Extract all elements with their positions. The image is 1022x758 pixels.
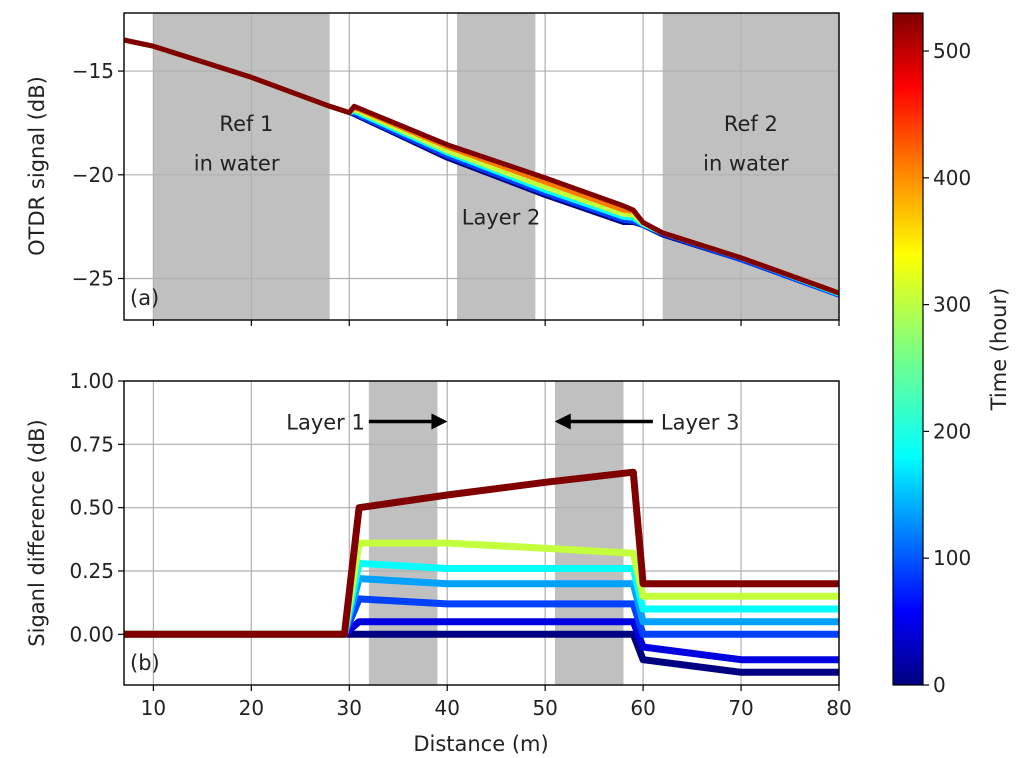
panel-b-annotations: Layer 1 Layer 3 bbox=[286, 411, 739, 435]
y-tick-label: 0.25 bbox=[69, 559, 114, 583]
y-tick-label: −20 bbox=[72, 163, 114, 187]
colorbar-tick-label: 0 bbox=[933, 673, 946, 697]
y-tick-label: 1.00 bbox=[69, 369, 114, 393]
annotation-arrow-head bbox=[431, 413, 448, 430]
x-tick-label: 60 bbox=[630, 696, 655, 720]
panel-b-series bbox=[124, 468, 839, 676]
x-tick-label: 10 bbox=[141, 696, 166, 720]
y-tick-label: 0.50 bbox=[69, 496, 114, 520]
x-axis-label: Distance (m) bbox=[413, 732, 548, 756]
panel-a-y-axis-label: OTDR signal (dB) bbox=[25, 76, 49, 256]
panel-b-x-ticks: 10 20 30 40 50 60 70 80 bbox=[141, 685, 852, 720]
annotation-label: Ref 1 bbox=[219, 112, 273, 136]
annotation-label: Layer 2 bbox=[462, 205, 541, 229]
annotation-label: in water bbox=[194, 151, 280, 175]
shaded-region-3 bbox=[662, 13, 839, 320]
annotation-label: Ref 2 bbox=[724, 112, 778, 136]
colorbar-ticks: 0 100 200 300 400 500 bbox=[923, 39, 971, 697]
y-tick-label: −25 bbox=[72, 267, 114, 291]
x-tick-label: 80 bbox=[826, 696, 851, 720]
colorbar-tick-label: 300 bbox=[933, 293, 971, 317]
annotation-label: in water bbox=[703, 151, 789, 175]
panel-a-tag: (a) bbox=[130, 286, 159, 310]
series-line-t50 bbox=[124, 618, 839, 664]
panel-a-frame bbox=[123, 12, 840, 321]
colorbar-label: Time (hour) bbox=[987, 288, 1011, 412]
panel-a-y-ticks: −25 −20 −15 bbox=[72, 59, 124, 291]
panel-b-y-axis-label: Siganl difference (dB) bbox=[25, 419, 49, 646]
colorbar: 0 100 200 300 400 500 Time (hour) bbox=[892, 12, 1011, 697]
panel-b-signal-difference: Layer 1 Layer 3 (b) 10 20 30 40 50 60 70 80 0.00… bbox=[25, 369, 852, 756]
series-line-t100 bbox=[124, 595, 839, 638]
panel-a-series bbox=[124, 37, 839, 298]
series-line-t530 bbox=[124, 37, 839, 296]
x-tick-label: 50 bbox=[532, 696, 557, 720]
colorbar-bar bbox=[892, 12, 924, 686]
y-tick-label: 0.00 bbox=[69, 622, 114, 646]
series-line-t0 bbox=[124, 630, 839, 676]
shaded-region-1 bbox=[368, 381, 438, 685]
y-tick-label: 0.75 bbox=[69, 432, 114, 456]
series-line-t530 bbox=[124, 468, 839, 638]
panel-b-frame bbox=[123, 380, 840, 686]
panel-b-y-ticks: 0.00 0.25 0.50 0.75 1.00 bbox=[69, 369, 124, 646]
x-tick-label: 20 bbox=[239, 696, 264, 720]
colorbar-tick-label: 500 bbox=[933, 39, 971, 63]
panel-a-otdr-signal: Ref 1 in water Layer 2 Ref 2 in water (a) −2… bbox=[25, 12, 840, 326]
x-tick-label: 70 bbox=[728, 696, 753, 720]
colorbar-tick-label: 100 bbox=[933, 546, 971, 570]
panel-b-tag: (b) bbox=[130, 651, 160, 675]
panel-b-shaded-regions bbox=[368, 381, 624, 685]
colorbar-tick-label: 200 bbox=[933, 419, 971, 443]
x-tick-label: 30 bbox=[337, 696, 362, 720]
panel-a-x-ticks bbox=[152, 320, 840, 326]
annotation-arrow-head bbox=[554, 413, 571, 430]
shaded-region-1 bbox=[153, 13, 330, 320]
annotation-label: Layer 3 bbox=[661, 411, 740, 435]
x-tick-label: 40 bbox=[434, 696, 459, 720]
y-tick-label: −15 bbox=[72, 59, 114, 83]
annotation-label: Layer 1 bbox=[286, 411, 365, 435]
panel-a-annotations: Ref 1 in water Layer 2 Ref 2 in water bbox=[194, 112, 789, 229]
colorbar-tick-label: 400 bbox=[933, 166, 971, 190]
